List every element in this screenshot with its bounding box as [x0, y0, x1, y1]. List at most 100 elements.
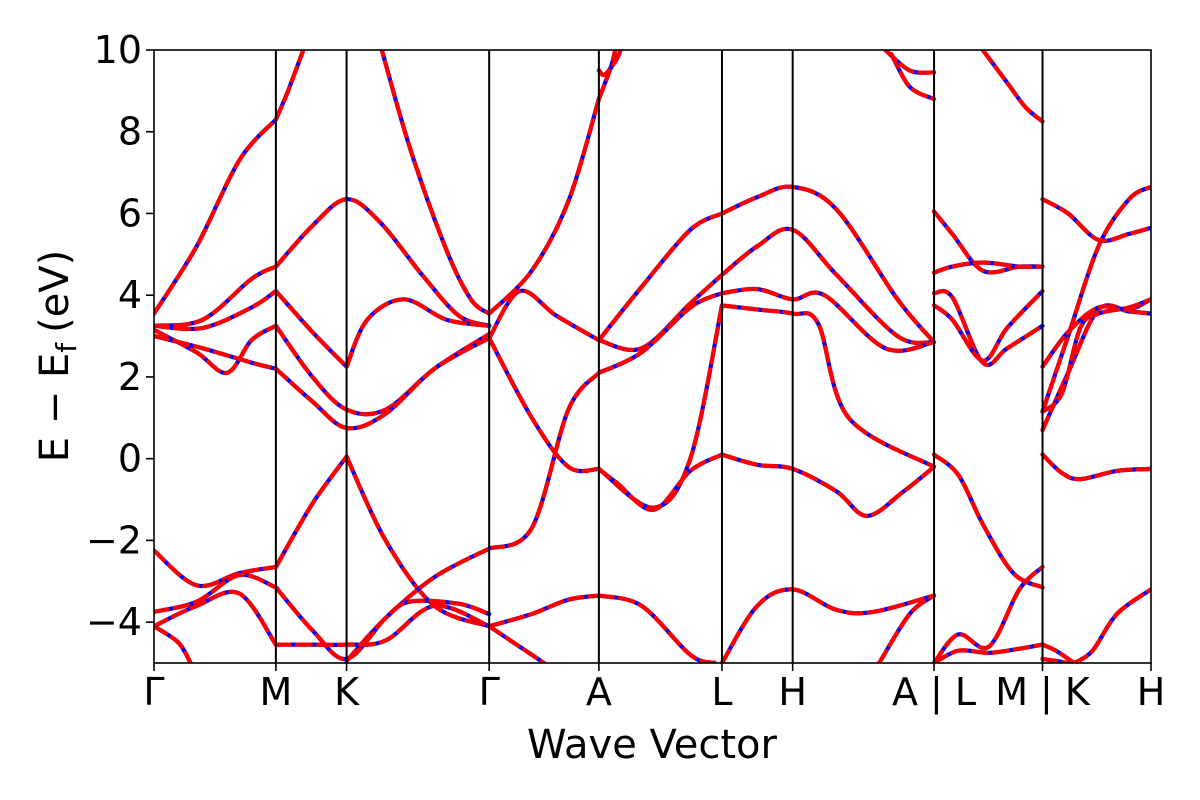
band-5 [596, 50, 623, 78]
band-34 [154, 589, 278, 647]
band-9 [273, 289, 349, 369]
band-43-dashed-line [931, 260, 1045, 275]
band-37-dashed-line [596, 593, 717, 663]
band-48-dashed-line [931, 642, 1045, 663]
x-tick-label-8: M | K [995, 670, 1091, 715]
y-tick-label-3: 2 [118, 355, 142, 399]
band-8-dashed-line [154, 289, 278, 332]
band-49-dashed-line [980, 50, 1045, 124]
band-51-dashed-line [889, 52, 937, 102]
band-10-solid-line [344, 297, 492, 369]
band-20 [596, 291, 725, 375]
band-55 [1040, 297, 1151, 369]
x-axis-title: Wave Vector [527, 722, 778, 768]
x-tick-label-3: Γ [479, 670, 500, 714]
band-6 [154, 264, 278, 328]
band-30 [344, 546, 492, 663]
band-45 [931, 289, 1045, 363]
band-35 [273, 603, 492, 648]
band-30-dashed-line [344, 546, 492, 663]
band-10-dashed-line [344, 297, 492, 369]
band-2-solid-line [379, 50, 492, 316]
band-39 [487, 624, 547, 663]
band-46-solid-line [931, 452, 1045, 590]
band-18-dashed-line [596, 272, 725, 352]
band-22-dashed-line [487, 336, 601, 474]
band-56 [1040, 297, 1151, 414]
y-axis-title-unit: (eV) [32, 250, 78, 333]
band-37 [596, 593, 717, 663]
band-25-dashed-line [487, 370, 601, 551]
x-tick-label-4: A [586, 670, 612, 714]
band-58 [1040, 642, 1077, 663]
band-28-dashed-line [273, 454, 349, 570]
band-26 [596, 452, 725, 512]
band-36-dashed-line [487, 593, 601, 629]
band-44-dashed-line [931, 288, 1045, 367]
band-40-dashed-line [719, 587, 937, 663]
band-60-solid-line [1072, 587, 1151, 663]
band-21 [719, 286, 937, 353]
band-41-dashed-line [877, 593, 937, 663]
band-36 [487, 593, 601, 629]
band-53-solid-line [1040, 184, 1151, 414]
band-27 [719, 452, 937, 518]
band-6-dashed-line [154, 264, 278, 328]
band-22-solid-line [487, 336, 601, 474]
band-57-dashed-line [1040, 452, 1151, 482]
band-35-dashed-line [273, 603, 492, 648]
x-tick-label-9: H [1137, 670, 1166, 714]
band-7-dashed-line [273, 197, 492, 328]
band-14 [273, 336, 492, 431]
x-tick-label-2: K [334, 670, 360, 714]
band-47-dashed-line [931, 564, 1045, 663]
y-tick-label-4: 4 [118, 273, 142, 317]
band-33 [273, 585, 492, 662]
band-45-dashed-line [931, 289, 1045, 363]
band-28 [273, 454, 349, 570]
y-tick-label-5: 6 [118, 191, 142, 235]
band-27-dashed-line [719, 452, 937, 518]
band-16-solid-line [596, 211, 725, 343]
x-tick-label-1: M [259, 670, 292, 714]
y-axis-title-main: E − E [32, 353, 78, 463]
band-57 [1040, 452, 1151, 482]
band-29 [344, 454, 492, 629]
band-26-dashed-line [596, 452, 725, 512]
band-13 [154, 334, 278, 371]
x-tick-label-0: Γ [143, 670, 164, 714]
band-15-dashed-line [487, 288, 601, 343]
y-tick-label-7: 10 [94, 28, 142, 72]
band-40 [719, 587, 937, 663]
band-34-dashed-line [154, 589, 278, 647]
x-tick-label-6: H [778, 670, 807, 714]
y-tick-label-0: −4 [86, 600, 142, 644]
band-53 [1040, 184, 1151, 414]
band-33-dashed-line [273, 585, 492, 662]
band-60 [1072, 587, 1151, 663]
band-13-dashed-line [154, 334, 278, 371]
band-43 [931, 260, 1045, 275]
band-16-dashed-line [596, 211, 725, 343]
y-tick-label-1: −2 [86, 518, 142, 562]
band-44 [931, 288, 1045, 367]
band-22 [487, 336, 601, 474]
band-19-solid-line [719, 226, 937, 346]
band-37-solid-line [596, 593, 717, 663]
y-axis: −4 −2 0 2 4 6 8 10 [86, 28, 154, 644]
band-60-dashed-line [1072, 587, 1151, 663]
band-8 [154, 289, 278, 332]
band-9-dashed-line [273, 289, 349, 369]
band-25 [487, 370, 601, 551]
band-14-dashed-line [273, 336, 492, 431]
band-1 [273, 50, 306, 122]
band-48 [931, 642, 1045, 663]
bands-layer [154, 50, 1151, 663]
band-12-dashed-line [273, 323, 492, 417]
band-52-dashed-line [1040, 197, 1151, 243]
band-29-dashed-line [344, 454, 492, 629]
band-3-dashed-line [487, 96, 601, 316]
band-55-dashed-line [1040, 297, 1151, 369]
band-31-dashed-line [154, 548, 278, 589]
